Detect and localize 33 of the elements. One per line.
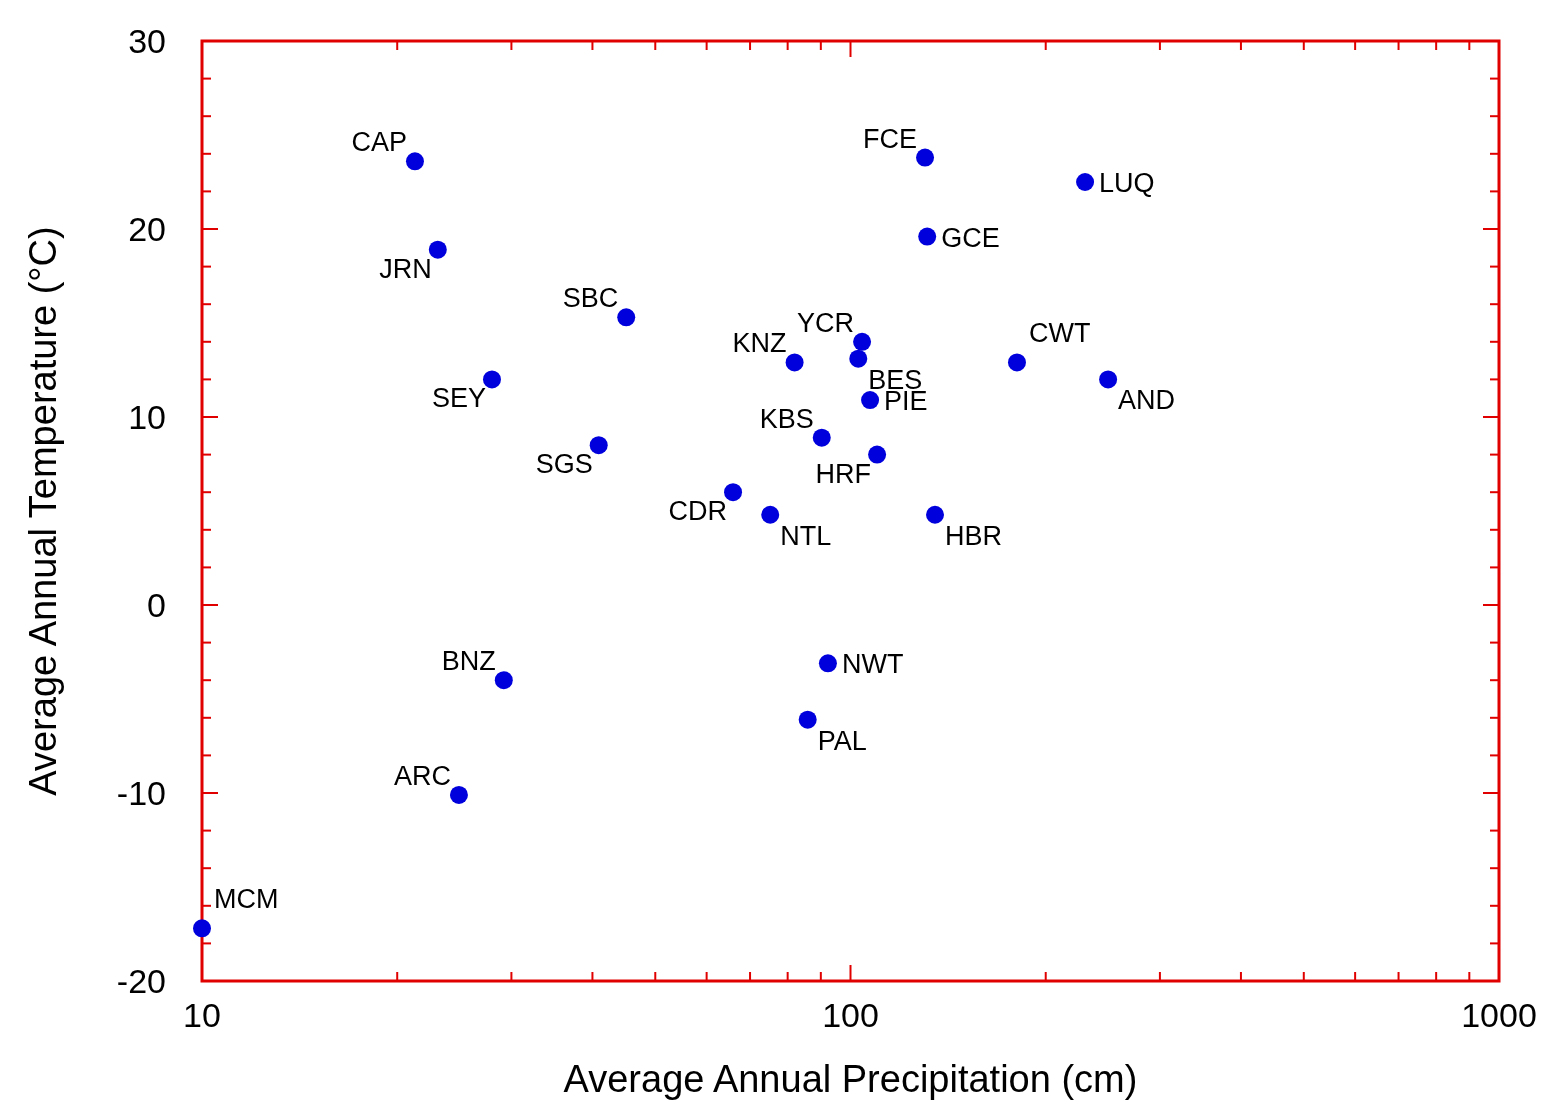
y-axis-title: Average Annual Temperature (°C) (22, 226, 64, 796)
annotation: LUQ (1099, 168, 1155, 198)
y-tick-label: -10 (116, 773, 166, 812)
annotation: SGS (535, 449, 593, 480)
annotation: SBC (562, 283, 619, 314)
y-tick-label: 30 (128, 21, 166, 60)
annotation: PAL (817, 725, 867, 756)
annotation: KBS (759, 403, 814, 434)
annotation: AND (1118, 385, 1176, 416)
y-tick-label: 0 (147, 585, 166, 624)
x-tick-label: 10 (183, 996, 221, 1034)
annotation: GCE (941, 222, 1000, 253)
annotation: HRF (815, 458, 872, 489)
y-tick-label: 10 (128, 397, 166, 436)
annotation: MCM (214, 884, 279, 915)
x-axis-title: Average Annual Precipitation (cm) (563, 1058, 1138, 1100)
x-tick-label: 1000 (1461, 996, 1537, 1034)
annotation: HBR (945, 520, 1003, 551)
annotation: ARC (393, 760, 451, 791)
annotation: CWT (1028, 318, 1091, 349)
annotation: JRN (379, 253, 432, 284)
y-tick-label: -20 (116, 961, 166, 1000)
annotation: NTL (780, 520, 832, 551)
annotation: SEY (431, 383, 486, 414)
annotation: CAP (351, 127, 407, 158)
annotation: KNZ (732, 328, 787, 359)
annotation: BNZ (441, 646, 496, 677)
annotation: YCR (797, 307, 855, 338)
x-tick-label: 100 (822, 996, 879, 1034)
annotation: CDR (668, 496, 728, 527)
y-tick-label: 20 (128, 209, 166, 248)
annotation: NWT (841, 649, 904, 680)
annotation: FCE (863, 123, 918, 154)
